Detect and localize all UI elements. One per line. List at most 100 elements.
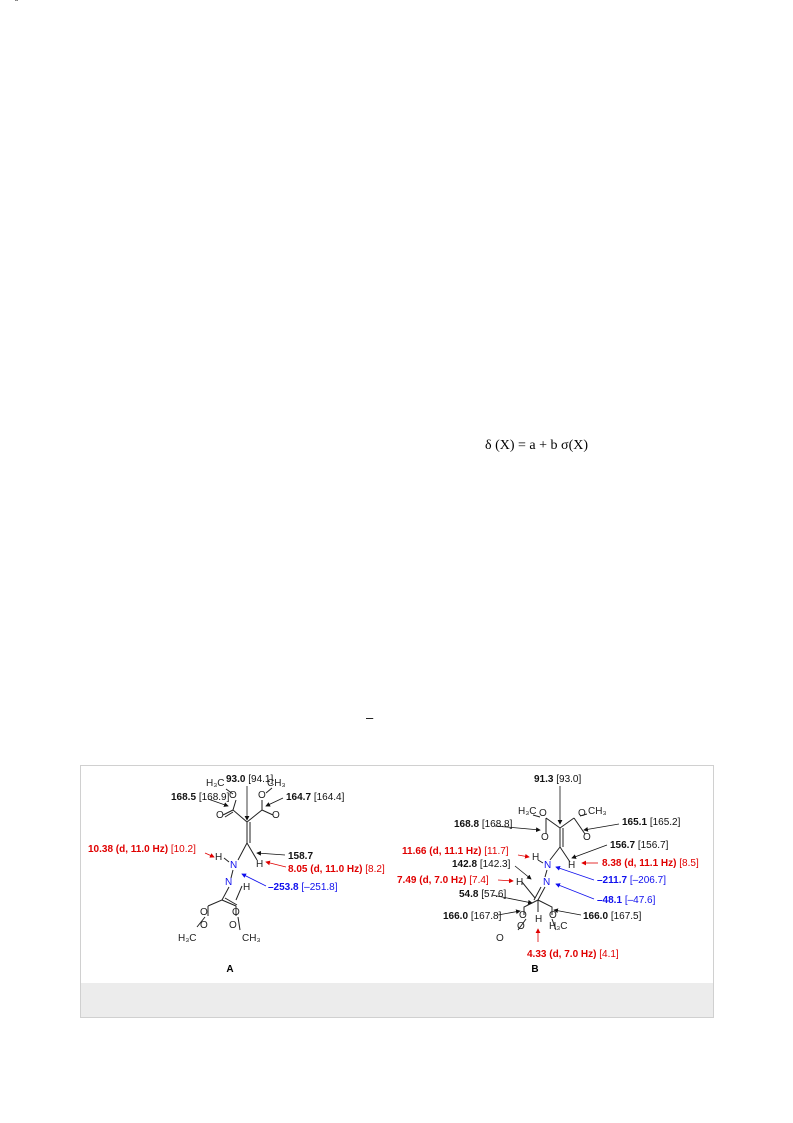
- shift-arrow: [583, 823, 620, 832]
- shift-value: –253.8: [268, 882, 299, 893]
- shift-arrow: [553, 908, 582, 916]
- atom-label: O: [541, 832, 549, 843]
- shift-arrow: [517, 853, 530, 859]
- shift-value: 4.33 (d, 7.0 Hz): [527, 949, 596, 960]
- shift-label: –48.1 [–47.6]: [597, 895, 656, 906]
- structure-b-bonds: [517, 813, 588, 931]
- shift-calculated: [167.5]: [611, 911, 642, 922]
- shift-label: 168.8 [168.8]: [454, 819, 513, 830]
- shift-calculated: [8.2]: [365, 864, 385, 875]
- equation: δ (X) = a + b σ(X): [485, 438, 588, 453]
- shift-label: 156.7 [156.7]: [610, 840, 669, 851]
- shift-calculated: [168.8]: [482, 819, 513, 830]
- atom-label: O: [272, 810, 280, 821]
- shift-arrow: [265, 797, 284, 807]
- atom-label: O: [200, 907, 208, 918]
- shift-calculated: [93.0]: [556, 774, 581, 785]
- shift-calculated: [164.4]: [314, 792, 345, 803]
- atom-label: H: [568, 860, 575, 871]
- shift-value: 165.1: [622, 817, 647, 828]
- shift-arrow: [241, 873, 267, 887]
- structure-a-bonds: [196, 787, 274, 931]
- shift-value: 93.0: [226, 774, 246, 785]
- shift-calculated: [156.7]: [638, 840, 669, 851]
- atom-label: O: [583, 832, 591, 843]
- shift-calculated: [165.2]: [650, 817, 681, 828]
- shift-calculated: [10.2]: [171, 844, 196, 855]
- atom-label: O: [229, 790, 237, 801]
- shift-value: 166.0: [583, 911, 608, 922]
- shift-arrow: [207, 798, 229, 807]
- shift-arrow: [555, 883, 595, 900]
- structure-caption: A: [226, 964, 233, 975]
- shift-arrow: [514, 865, 532, 880]
- atom-label: O: [549, 910, 557, 921]
- shift-calculated: [57.6]: [481, 889, 506, 900]
- atom-label: O: [578, 808, 586, 819]
- shift-calculated: [94.1]: [248, 774, 273, 785]
- atom-label: O: [232, 907, 240, 918]
- shift-arrow: [265, 860, 287, 868]
- figure-frame: [80, 765, 714, 1018]
- atom-label: H₃C: [206, 778, 225, 789]
- atom-label: N: [230, 860, 237, 871]
- shift-label: 166.0 [167.5]: [583, 911, 642, 922]
- atom-label: O: [200, 920, 208, 931]
- atom-label: N: [543, 877, 550, 888]
- shift-value: 164.7: [286, 792, 311, 803]
- shift-arrow: [497, 878, 514, 884]
- atom-label: H: [516, 877, 523, 888]
- shift-arrow: [494, 825, 541, 833]
- shift-value: 156.7: [610, 840, 635, 851]
- atom-label: H: [215, 852, 222, 863]
- shift-label: 4.33 (d, 7.0 Hz) [4.1]: [527, 949, 619, 960]
- shift-label: 165.1 [165.2]: [622, 817, 681, 828]
- atom-label: O: [519, 910, 527, 921]
- atom-label: O: [539, 808, 547, 819]
- atom-label: O: [216, 810, 224, 821]
- shift-calculated: [–206.7]: [630, 875, 666, 886]
- atom-label: H: [532, 852, 539, 863]
- atom-label: H: [243, 882, 250, 893]
- shift-label: –253.8 [–251.8]: [268, 882, 338, 893]
- atom-label: CH₃: [588, 806, 607, 817]
- atom-label: CH₃: [242, 933, 261, 944]
- shift-calculated: [142.3]: [480, 859, 511, 870]
- shift-label: 91.3 [93.0]: [534, 774, 581, 785]
- atom-label: H₃C: [518, 806, 537, 817]
- shift-value: –211.7: [597, 875, 627, 886]
- shift-value: 158.7: [288, 851, 313, 862]
- shift-value: 8.38 (d, 11.1 Hz): [602, 858, 676, 869]
- shift-label: 10.38 (d, 11.0 Hz) [10.2]: [88, 844, 196, 855]
- shift-label: 164.7 [164.4]: [286, 792, 345, 803]
- shift-value: 91.3: [534, 774, 554, 785]
- shift-arrow: [491, 894, 533, 905]
- atom-label: H: [535, 914, 542, 925]
- shift-value: 168.8: [454, 819, 479, 830]
- shift-value: –48.1: [597, 895, 622, 906]
- shift-value: 54.8: [459, 889, 479, 900]
- shift-value: 7.49 (d, 7.0 Hz): [397, 875, 466, 886]
- shift-label: 158.7: [288, 851, 313, 862]
- shift-calculated: [8.5]: [679, 858, 699, 869]
- shift-arrow: [555, 866, 595, 881]
- atom-label: O: [258, 790, 266, 801]
- shift-label: 54.8 [57.6]: [459, 889, 506, 900]
- shift-label: –211.7 [–206.7]: [597, 875, 666, 886]
- atom-label: N: [225, 877, 232, 888]
- shift-calculated: [4.1]: [599, 949, 619, 960]
- atom-label: H₃C: [549, 921, 568, 932]
- shift-calculated: [167.8]: [471, 911, 502, 922]
- shift-value: 11.66 (d, 11.1 Hz): [402, 846, 482, 857]
- shift-arrow: [256, 850, 286, 856]
- caption-bar: [81, 983, 713, 1017]
- shift-label: 11.66 (d, 11.1 Hz) [11.7]: [402, 846, 509, 857]
- shift-label: 8.38 (d, 11.1 Hz) [8.5]: [602, 858, 699, 869]
- atom-label: H: [256, 859, 263, 870]
- shift-calculated: [–251.8]: [301, 882, 337, 893]
- shift-value: 166.0: [443, 911, 468, 922]
- shift-value: 8.05 (d, 11.0 Hz): [288, 864, 362, 875]
- atom-label: H₃C: [178, 933, 197, 944]
- shift-arrow: [571, 844, 608, 859]
